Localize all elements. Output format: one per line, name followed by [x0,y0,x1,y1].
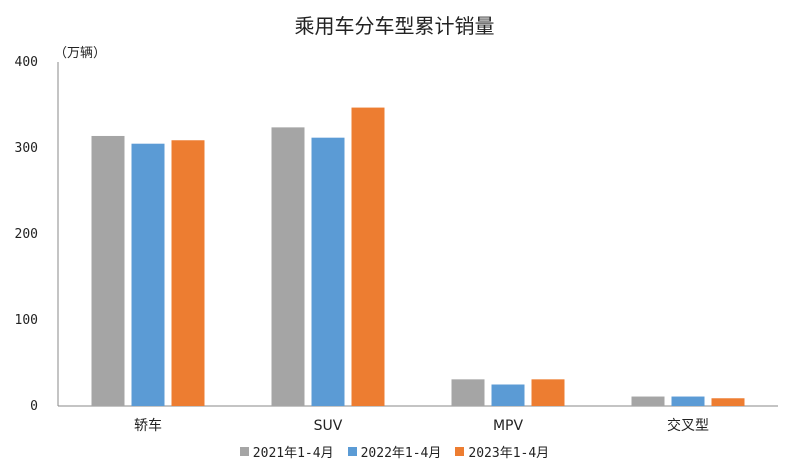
chart-legend: 2021年1-4月 2022年1-4月 2023年1-4月 [0,442,789,461]
bar [451,379,485,406]
bar [271,127,305,407]
legend-item: 2023年1-4月 [455,442,549,461]
bar [351,107,385,406]
legend-label: 2023年1-4月 [468,446,550,461]
y-tick-label: 100 [15,313,38,328]
legend-label: 2021年1-4月 [252,446,334,461]
bar [531,379,565,406]
legend-swatch [347,447,357,456]
bar [171,140,205,406]
legend-label: 2022年1-4月 [360,446,442,461]
x-category-label: 交叉型 [667,417,709,434]
bar [711,398,745,406]
chart-title: 乘用车分车型累计销量 [294,14,495,38]
legend-swatch [239,447,249,456]
y-tick-label: 300 [15,141,38,156]
y-axis-unit-label: （万辆） [54,46,107,61]
legend-item: 2022年1-4月 [347,442,442,461]
bar [311,137,345,406]
x-category-label: 轿车 [134,417,162,434]
bar [631,396,665,406]
legend-item: 2021年1-4月 [239,442,334,461]
bar [491,384,525,406]
x-category-label: MPV [493,418,524,434]
y-tick-label: 400 [15,55,38,70]
x-category-label: SUV [314,418,343,434]
bar [671,396,705,406]
y-tick-label: 200 [15,227,38,242]
bar [91,135,125,406]
bar [131,143,165,406]
y-tick-label: 0 [30,399,38,414]
legend-swatch [455,447,465,456]
